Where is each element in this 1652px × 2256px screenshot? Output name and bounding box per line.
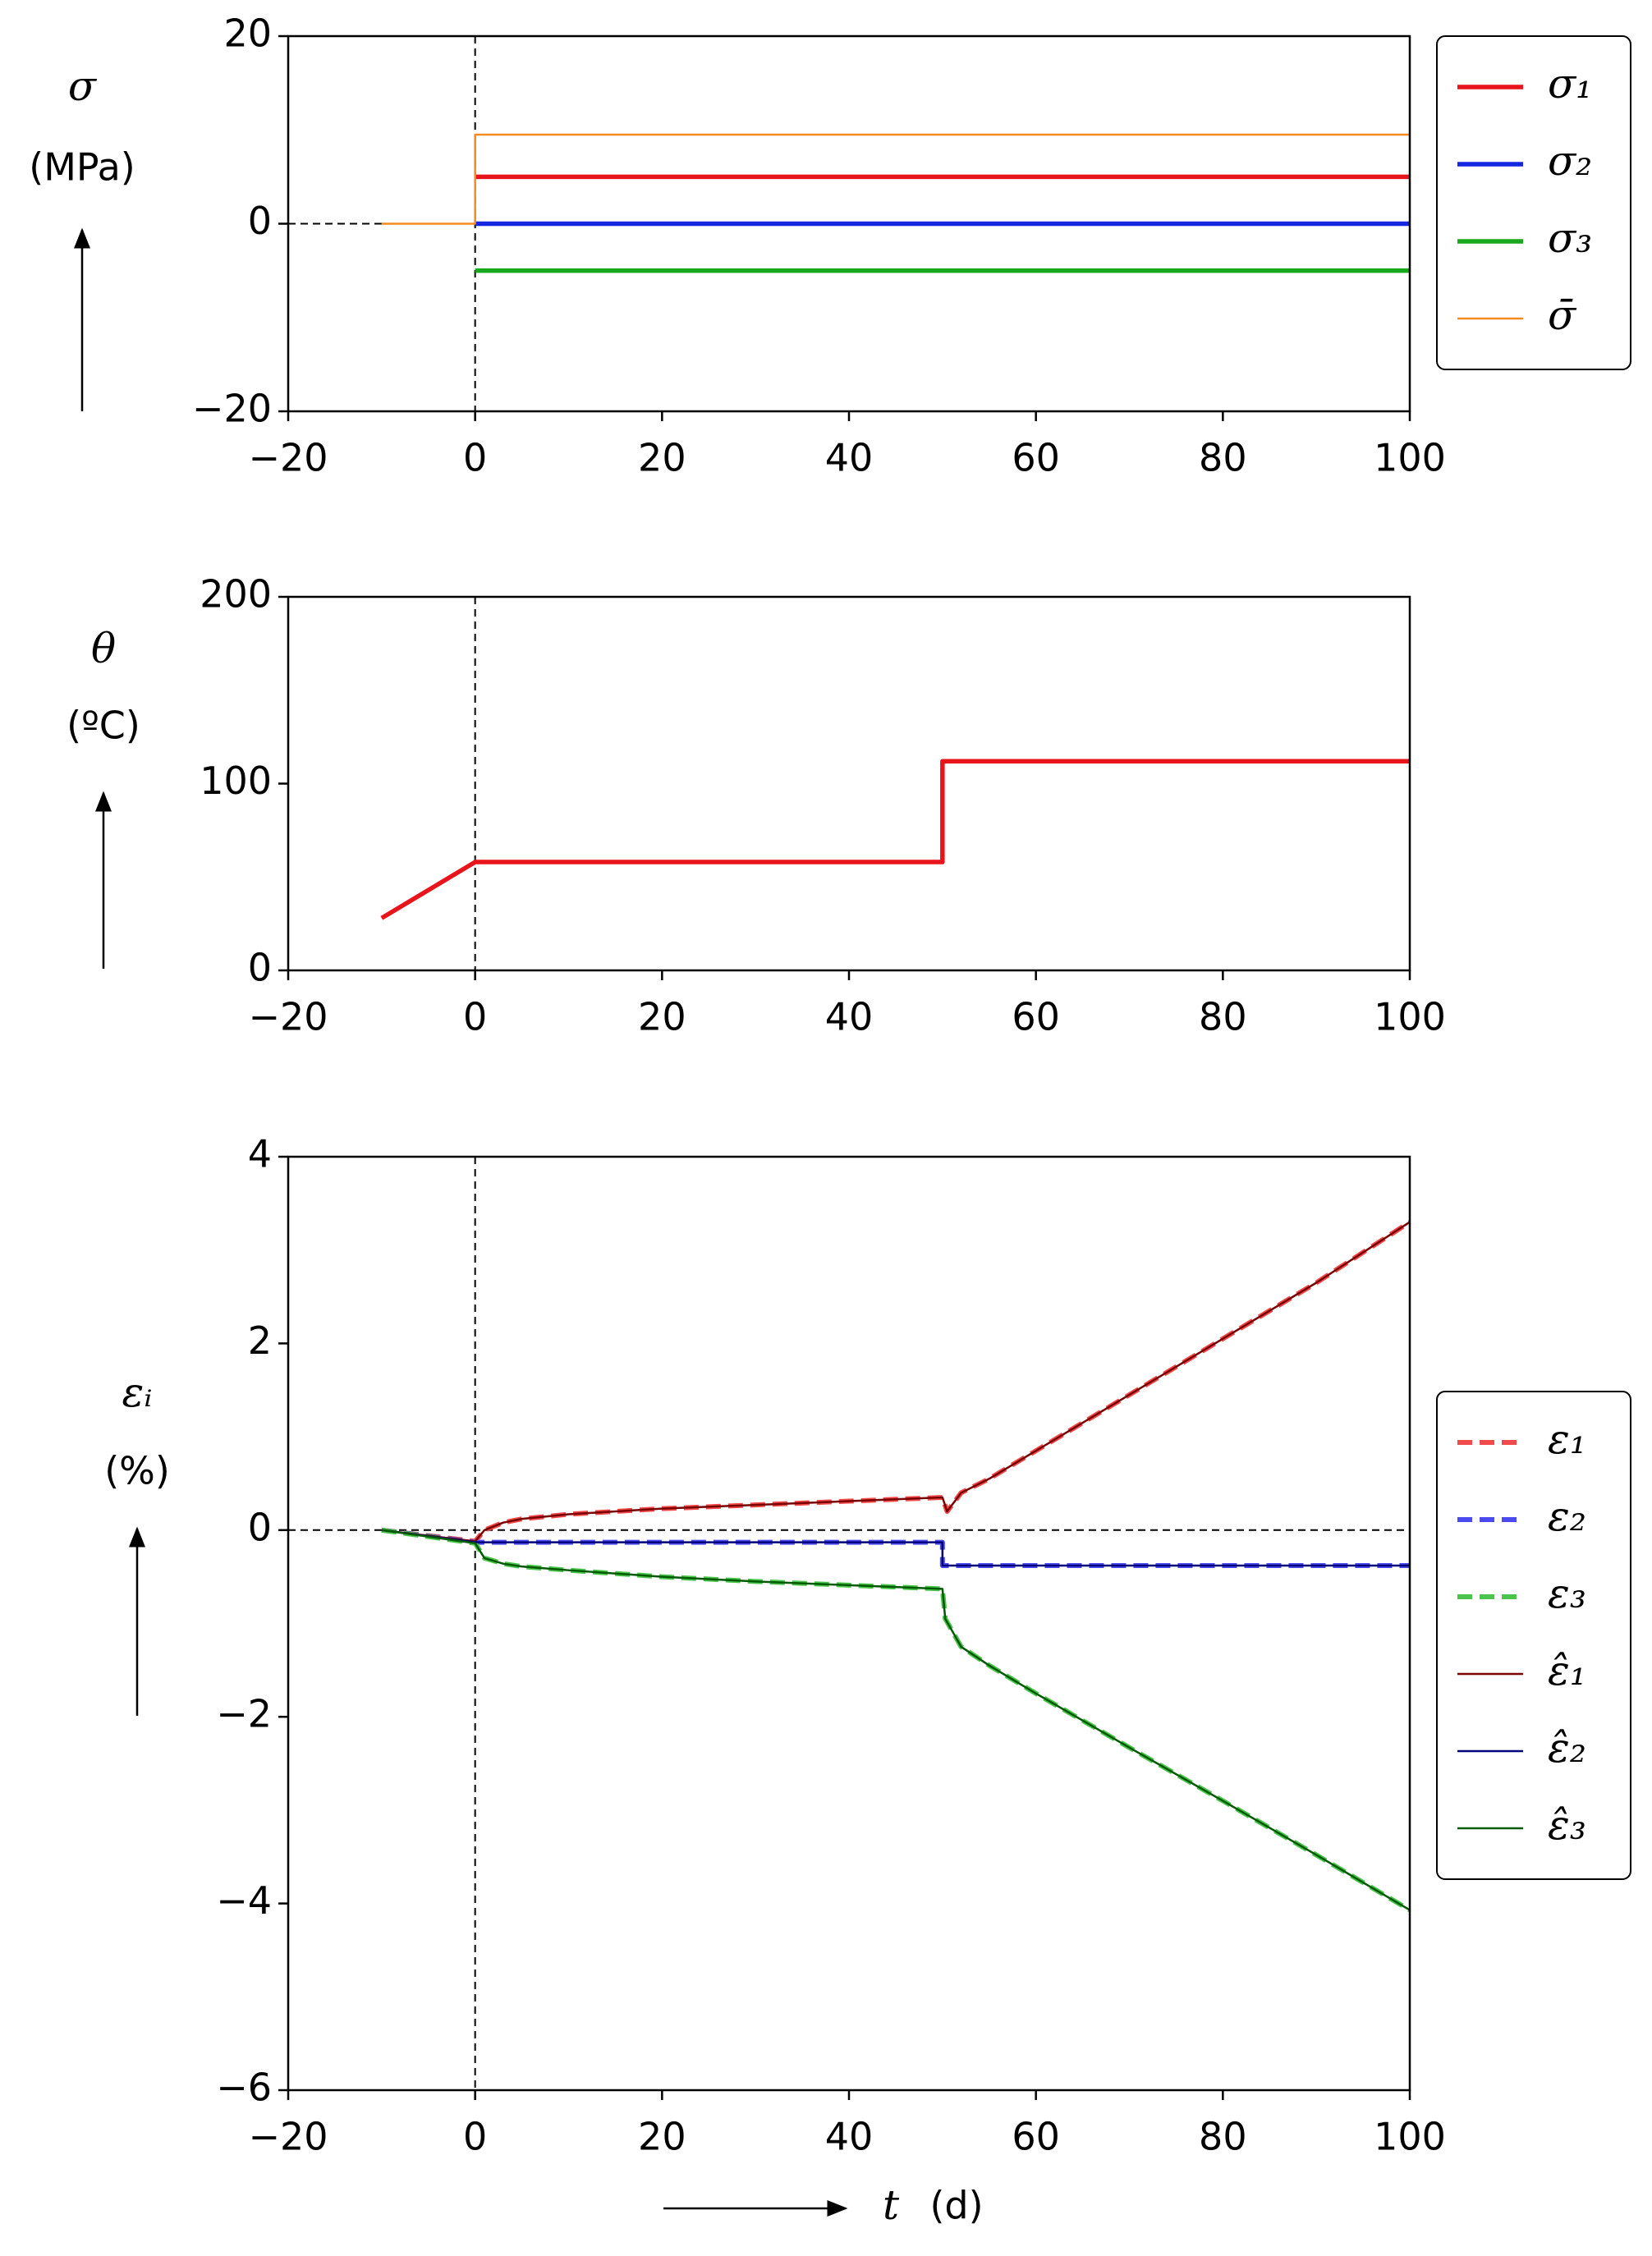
y-tick-label: 100 xyxy=(200,759,272,803)
x-tick-label: 40 xyxy=(825,2115,874,2159)
legend-label: ε̂₁ xyxy=(1548,1647,1586,1694)
x-tick-label: 0 xyxy=(463,995,487,1039)
y-tick-label: 0 xyxy=(248,946,272,990)
y-axis-label: σ xyxy=(68,62,98,110)
legend-label: ε̂₂ xyxy=(1548,1724,1586,1772)
data-line xyxy=(381,1221,1411,1543)
y-axis-label: εᵢ xyxy=(122,1369,153,1416)
x-tick-label: 80 xyxy=(1199,2115,1247,2159)
y-tick-label: 4 xyxy=(248,1132,272,1176)
y-axis-label: θ xyxy=(91,625,116,672)
x-tick-label: 60 xyxy=(1012,995,1060,1039)
x-tick-label: −20 xyxy=(248,995,328,1039)
y-tick-label: 200 xyxy=(200,572,272,617)
legend-label: ε₃ xyxy=(1548,1570,1586,1617)
data-line xyxy=(380,759,1410,920)
data-line xyxy=(381,1527,1410,1569)
y-tick-label: 2 xyxy=(248,1318,272,1363)
legend-box xyxy=(1436,35,1631,370)
x-tick-label: 60 xyxy=(1012,436,1060,480)
plot-frame xyxy=(287,34,1411,413)
plot-frame xyxy=(287,595,1411,972)
y-tick-label: −2 xyxy=(216,1692,272,1736)
x-tick-label: 80 xyxy=(1199,995,1247,1039)
data-line xyxy=(381,133,1410,225)
plot-frame xyxy=(287,1155,1411,2092)
x-tick-label: −20 xyxy=(248,2115,328,2159)
x-tick-label: 20 xyxy=(638,2115,686,2159)
x-axis-unit: (d) xyxy=(929,2184,983,2228)
y-tick-label: −6 xyxy=(216,2066,272,2110)
x-tick-label: 100 xyxy=(1374,436,1446,480)
data-line xyxy=(381,1529,1410,1567)
legend-label: σ₁ xyxy=(1548,60,1592,108)
legend-label: ε₁ xyxy=(1548,1415,1586,1463)
legend-label: σ₂ xyxy=(1548,137,1592,185)
x-tick-label: 0 xyxy=(463,436,487,480)
x-tick-label: 100 xyxy=(1374,995,1446,1039)
legend-box xyxy=(1436,1391,1631,1880)
y-axis-unit: (%) xyxy=(104,1449,170,1493)
y-tick-label: −20 xyxy=(192,387,272,431)
data-line xyxy=(381,1529,1411,1911)
legend-label: σ̄ xyxy=(1548,291,1577,339)
y-axis-unit: (MPa) xyxy=(29,145,135,190)
x-tick-label: 80 xyxy=(1199,436,1247,480)
legend-label: ε̂₃ xyxy=(1548,1801,1586,1849)
x-axis-label: t xyxy=(883,2181,900,2229)
legend-label: σ₃ xyxy=(1548,214,1592,262)
y-tick-label: 0 xyxy=(248,199,272,243)
x-tick-label: 60 xyxy=(1012,2115,1060,2159)
x-tick-label: 20 xyxy=(638,995,686,1039)
x-tick-label: 100 xyxy=(1374,2115,1446,2159)
y-tick-label: 0 xyxy=(248,1505,272,1549)
y-tick-label: 20 xyxy=(223,11,272,56)
x-tick-label: 20 xyxy=(638,436,686,480)
y-tick-label: −4 xyxy=(216,1878,272,1923)
x-tick-label: 40 xyxy=(825,436,874,480)
x-tick-label: 0 xyxy=(463,2115,487,2159)
x-tick-label: 40 xyxy=(825,995,874,1039)
y-axis-unit: (ºC) xyxy=(67,704,140,748)
legend-label: ε₂ xyxy=(1548,1493,1586,1540)
data-line xyxy=(381,1220,1411,1544)
x-tick-label: −20 xyxy=(248,436,328,480)
